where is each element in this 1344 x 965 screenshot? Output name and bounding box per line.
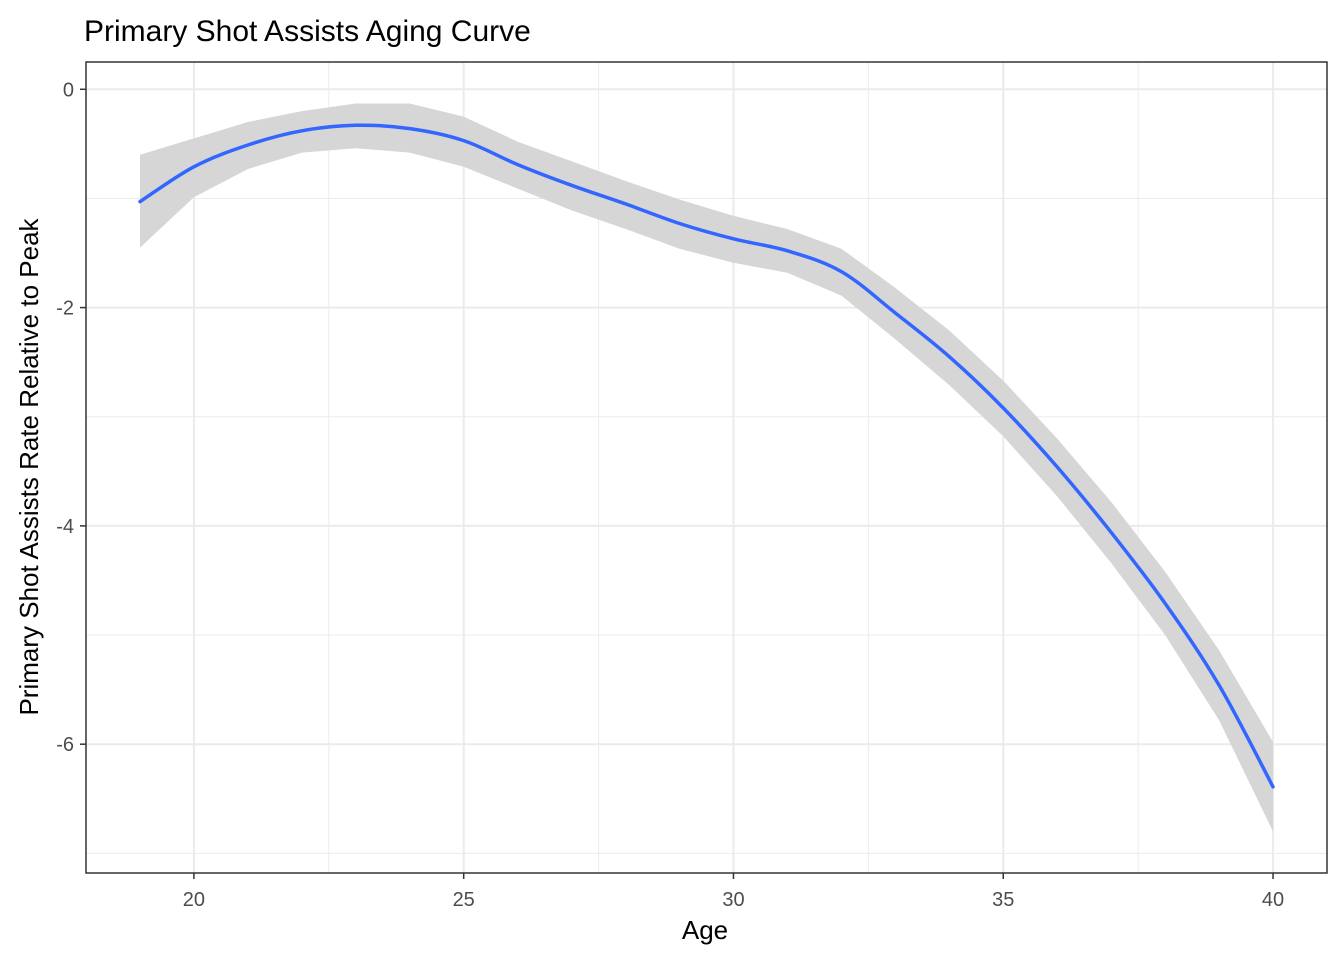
chart-title: Primary Shot Assists Aging Curve xyxy=(84,15,531,48)
smoothed-fit-line xyxy=(138,123,1275,789)
x-axis-ticks: 20 25 30 35 40 xyxy=(183,873,1284,911)
y-tick-label: -2 xyxy=(56,298,74,320)
x-tick-label: 30 xyxy=(722,889,744,911)
y-axis-label: Primary Shot Assists Rate Relative to Pe… xyxy=(14,217,44,715)
y-tick-label: 0 xyxy=(63,79,74,101)
confidence-band xyxy=(140,103,1273,832)
x-tick-label: 35 xyxy=(992,889,1014,911)
y-tick-label: -6 xyxy=(56,734,74,756)
plot-border xyxy=(85,61,1328,874)
x-tick-label: 20 xyxy=(183,889,205,911)
x-tick-label: 25 xyxy=(453,889,475,911)
plot-panel xyxy=(86,62,1327,873)
y-tick-label: -4 xyxy=(56,516,74,538)
major-gridlines xyxy=(86,62,1327,873)
x-axis-label: Age xyxy=(682,915,728,945)
y-axis-ticks: 0 -2 -4 -6 xyxy=(56,79,86,756)
x-tick-label: 40 xyxy=(1262,889,1284,911)
